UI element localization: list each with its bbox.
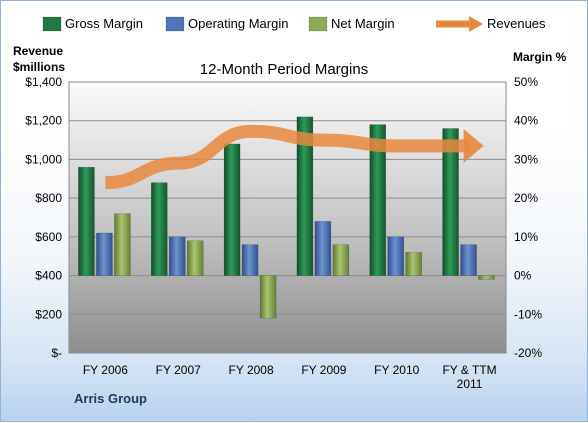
revenues-line: [105, 124, 470, 190]
net-margin-bar: [259, 275, 277, 319]
legend-label: Gross Margin: [65, 16, 143, 31]
gross-margin-bar: [442, 128, 459, 276]
right-axis-tick-label: 40%: [514, 114, 538, 128]
net-margin-bar: [187, 240, 204, 276]
plot-area-group: $- $200 $400 $600 $800 $1,000 $1,200 $1,400 -20%…: [25, 75, 542, 391]
legend-label: Net Margin: [331, 16, 395, 31]
operating-margin-bar: [460, 244, 477, 276]
left-axis-tick-label: $200: [35, 307, 62, 321]
left-axis-tick-label: $600: [35, 230, 62, 244]
left-axis-tick-label: $1,000: [25, 152, 62, 166]
left-axis-tick-label: $800: [35, 191, 62, 205]
right-axis-tick-label: 50%: [514, 75, 538, 89]
operating-margin-bar: [314, 221, 332, 276]
gross-margin-bar: [296, 116, 314, 276]
gross-margin-bar: [78, 166, 95, 276]
legend: Gross Margin Operating Margin Net Margin Re…: [42, 16, 546, 32]
left-axis-tick-label: $-: [51, 346, 62, 360]
gross-margin-bar: [223, 143, 241, 276]
category-label: 2011: [457, 377, 483, 391]
right-axis-tick-label: -10%: [514, 307, 542, 321]
net-margin-bar: [332, 244, 350, 276]
legend-swatch-revenues-arrow: [469, 16, 483, 32]
right-axis-tick-label: 30%: [514, 152, 538, 166]
right-axis-tick-label: -20%: [514, 346, 542, 360]
left-axis-label-line-1: Revenue: [13, 44, 63, 58]
right-axis-tick-label: 20%: [514, 191, 538, 205]
net-margin-bar: [405, 252, 422, 276]
operating-margin-bar: [169, 236, 186, 276]
right-axis-tick-label: 0%: [514, 269, 532, 283]
operating-margin-bar: [96, 232, 113, 276]
gross-margin-bar: [369, 124, 386, 276]
right-axis-tick-label: 10%: [514, 230, 538, 244]
category-label: FY 2009: [301, 363, 346, 377]
plot-background: [68, 81, 507, 354]
left-axis-tick-label: $400: [35, 269, 62, 283]
category-label: FY 2008: [229, 363, 274, 377]
gross-margin-bar: [151, 182, 168, 276]
legend-label: Revenues: [487, 16, 546, 31]
category-label: FY 2006: [83, 363, 128, 377]
category-label: FY 2007: [156, 363, 201, 377]
left-axis-tick-label: $1,400: [25, 75, 62, 89]
net-margin-bar: [478, 275, 495, 280]
legend-swatch: [165, 16, 185, 32]
revenues-arrowhead: [463, 128, 484, 163]
left-axis-tick-label: $1,200: [25, 114, 62, 128]
operating-margin-bar: [387, 236, 404, 276]
category-label: FY & TTM: [442, 363, 496, 377]
legend-label: Operating Margin: [188, 16, 288, 31]
company-name: Arris Group: [74, 391, 147, 406]
right-axis-label: Margin %: [513, 50, 567, 64]
left-axis-label-line-2: $millions: [13, 60, 65, 74]
chart-title: 12-Month Period Margins: [200, 61, 368, 78]
operating-margin-bar: [241, 244, 259, 276]
net-margin-bar: [114, 213, 131, 276]
legend-swatch: [42, 16, 62, 32]
legend-swatch: [308, 16, 328, 32]
category-label: FY 2010: [374, 363, 419, 377]
